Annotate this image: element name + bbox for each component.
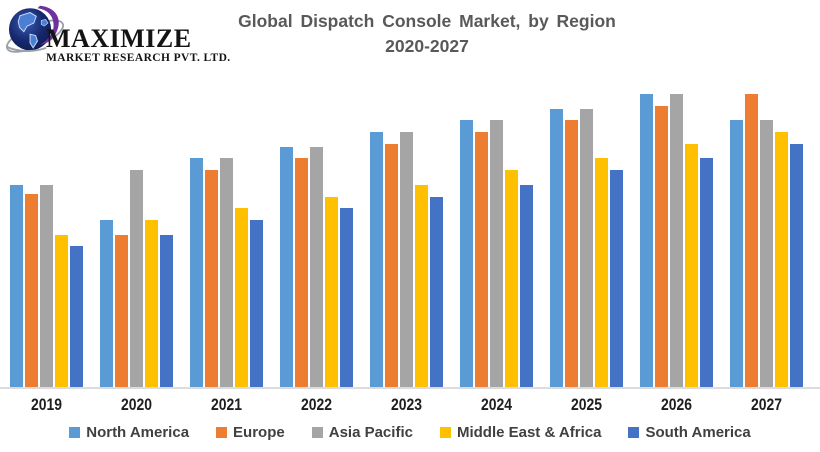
- bar-europe-2021: [205, 170, 218, 387]
- bar-europe-2019: [25, 194, 38, 387]
- x-axis-line: [0, 387, 820, 389]
- brand-subtitle: MARKET RESEARCH PVT. LTD.: [46, 52, 231, 64]
- brand-name: MAXIMIZE: [46, 24, 192, 53]
- chart-subtitle: 2020-2027: [385, 36, 469, 56]
- bar-south-america-2024: [520, 185, 533, 387]
- bar-europe-2020: [115, 235, 128, 387]
- bar-middle-east-africa-2019: [55, 235, 68, 387]
- bar-asia-pacific-2024: [490, 120, 503, 387]
- bar-asia-pacific-2020: [130, 170, 143, 387]
- legend-label-europe: Europe: [233, 424, 285, 441]
- legend-swatch-middle-east-africa: [439, 427, 451, 438]
- bar-asia-pacific-2026: [670, 94, 683, 387]
- bar-south-america-2020: [160, 235, 173, 387]
- bar-middle-east-africa-2025: [595, 158, 608, 387]
- legend-swatch-south-america: [628, 427, 640, 438]
- bar-north-america-2026: [640, 94, 653, 387]
- x-axis-label-2021: 2021: [210, 395, 243, 414]
- bar-middle-east-africa-2022: [325, 197, 338, 387]
- bar-north-america-2022: [280, 147, 293, 387]
- bar-middle-east-africa-2023: [415, 185, 428, 387]
- legend-swatch-europe: [216, 427, 228, 438]
- bar-north-america-2025: [550, 109, 563, 387]
- bar-europe-2023: [385, 144, 398, 387]
- bar-north-america-2020: [100, 220, 113, 387]
- bar-north-america-2027: [730, 120, 743, 387]
- legend-item-south-america: South America: [628, 424, 751, 441]
- bar-middle-east-africa-2021: [235, 208, 248, 387]
- bar-middle-east-africa-2024: [505, 170, 518, 387]
- bar-north-america-2024: [460, 120, 473, 387]
- bar-europe-2027: [745, 94, 758, 387]
- bar-asia-pacific-2021: [220, 158, 233, 387]
- legend: North America Europe Asia Pacific Middle Ea…: [0, 424, 820, 441]
- bar-europe-2025: [565, 120, 578, 387]
- bar-europe-2024: [475, 132, 488, 387]
- x-axis-labels: 2019 2020 2021 2022 2023 2024 2025 2026 2027: [0, 395, 820, 417]
- legend-item-asia-pacific: Asia Pacific: [311, 424, 413, 441]
- bar-south-america-2025: [610, 170, 623, 387]
- legend-item-north-america: North America: [69, 424, 189, 441]
- x-axis-label-2022: 2022: [300, 395, 333, 414]
- bar-middle-east-africa-2027: [775, 132, 788, 387]
- x-axis-label-2025: 2025: [570, 395, 603, 414]
- bar-north-america-2023: [370, 132, 383, 387]
- bar-europe-2022: [295, 158, 308, 387]
- x-axis-label-2023: 2023: [390, 395, 423, 414]
- globe-logo-icon: [5, 5, 65, 53]
- brand-logo: MAXIMIZE MARKET RESEARCH PVT. LTD.: [4, 2, 231, 65]
- legend-swatch-asia-pacific: [311, 427, 323, 438]
- bar-middle-east-africa-2026: [685, 144, 698, 387]
- bar-north-america-2021: [190, 158, 203, 387]
- bar-south-america-2021: [250, 220, 263, 387]
- bar-middle-east-africa-2020: [145, 220, 158, 387]
- bar-south-america-2027: [790, 144, 803, 387]
- bar-asia-pacific-2019: [40, 185, 53, 387]
- bar-south-america-2023: [430, 197, 443, 387]
- legend-item-middle-east-africa: Middle East & Africa: [439, 424, 602, 441]
- legend-swatch-north-america: [69, 427, 81, 438]
- bar-south-america-2026: [700, 158, 713, 387]
- legend-label-middle-east-africa: Middle East & Africa: [456, 424, 602, 441]
- legend-item-europe: Europe: [216, 424, 285, 441]
- bar-asia-pacific-2023: [400, 132, 413, 387]
- x-axis-label-2026: 2026: [660, 395, 693, 414]
- bar-south-america-2019: [70, 246, 83, 387]
- bar-south-america-2022: [340, 208, 353, 387]
- chart-title: Global Dispatch Console Market, by Regio…: [238, 11, 616, 31]
- bar-north-america-2019: [10, 185, 23, 387]
- x-axis-label-2027: 2027: [750, 395, 783, 414]
- bar-asia-pacific-2025: [580, 109, 593, 387]
- chart-title-block: Global Dispatch Console Market, by Regio…: [0, 9, 820, 59]
- bar-asia-pacific-2022: [310, 147, 323, 387]
- plot-area: [10, 94, 803, 387]
- legend-label-north-america: North America: [86, 424, 190, 441]
- bar-asia-pacific-2027: [760, 120, 773, 387]
- x-axis-label-2024: 2024: [480, 395, 513, 414]
- x-axis-label-2019: 2019: [30, 395, 63, 414]
- bar-europe-2026: [655, 106, 668, 387]
- legend-label-asia-pacific: Asia Pacific: [328, 424, 413, 441]
- brand-text: MAXIMIZE MARKET RESEARCH PVT. LTD.: [46, 26, 231, 65]
- x-axis-label-2020: 2020: [120, 395, 153, 414]
- legend-label-south-america: South America: [645, 424, 751, 441]
